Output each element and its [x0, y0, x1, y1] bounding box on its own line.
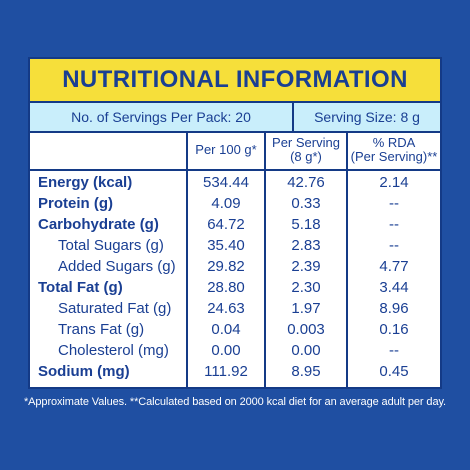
value-rda: 8.96 [379, 300, 409, 317]
nutrient-label: Total Sugars (g) [58, 237, 164, 254]
nutrient-label: Sodium (mg) [38, 363, 130, 380]
nutrition-table: Per 100 g* Per Serving (8 g*) % RDA (Per… [30, 133, 440, 387]
value-per-100g: 35.40 [207, 237, 245, 254]
nutrient-label: Added Sugars (g) [58, 258, 176, 275]
nutrient-label: Saturated Fat (g) [58, 300, 172, 317]
value-per-serving: 2.30 [291, 279, 321, 296]
value-per-serving: 0.33 [291, 195, 321, 212]
serving-size: Serving Size: 8 g [314, 109, 420, 125]
value-rda: -- [389, 342, 399, 359]
nutrient-label: Protein (g) [38, 195, 113, 212]
header-rda-note: (Per Serving)** [350, 149, 438, 164]
value-per-serving: 0.00 [291, 342, 321, 359]
column-divider [346, 133, 348, 387]
value-per-100g: 29.82 [207, 258, 245, 275]
nutrient-label: Total Fat (g) [38, 279, 123, 296]
servings-per-pack: No. of Servings Per Pack: 20 [30, 103, 294, 131]
nutrient-label: Carbohydrate (g) [38, 216, 159, 233]
value-per-100g: 111.92 [204, 363, 248, 380]
servings-row: No. of Servings Per Pack: 20 Serving Siz… [30, 103, 440, 133]
value-per-serving: 5.18 [291, 216, 321, 233]
header-per-100g: Per 100 g* [195, 142, 257, 157]
footnote: *Approximate Values. **Calculated based … [24, 396, 446, 408]
value-per-serving: 42.76 [287, 174, 325, 191]
header-rda: % RDA [372, 135, 416, 150]
nutrition-panel: NUTRITIONAL INFORMATION No. of Servings … [28, 57, 442, 389]
value-rda: 2.14 [379, 174, 409, 191]
value-rda: -- [389, 195, 399, 212]
value-per-100g: 0.04 [211, 321, 241, 338]
value-rda: 3.44 [379, 279, 409, 296]
nutrient-label: Energy (kcal) [38, 174, 133, 191]
value-rda: -- [389, 237, 399, 254]
panel-title: NUTRITIONAL INFORMATION [30, 59, 440, 103]
value-per-100g: 28.80 [207, 279, 245, 296]
value-per-100g: 64.72 [207, 216, 245, 233]
value-per-serving: 2.39 [291, 258, 321, 275]
value-per-serving: 1.97 [291, 300, 321, 317]
nutrient-label: Trans Fat (g) [58, 321, 145, 338]
value-per-serving: 0.003 [287, 321, 325, 338]
nutrient-label: Cholesterol (mg) [58, 342, 169, 359]
value-per-serving: 8.95 [291, 363, 321, 380]
value-per-serving: 2.83 [291, 237, 321, 254]
value-rda: 4.77 [379, 258, 409, 275]
header-divider [30, 169, 440, 171]
header-per-serving-size: (8 g*) [290, 149, 322, 164]
value-per-100g: 534.44 [203, 174, 249, 191]
column-divider [264, 133, 266, 387]
value-per-100g: 24.63 [207, 300, 245, 317]
header-per-serving: Per Serving [272, 135, 340, 150]
value-rda: 0.45 [379, 363, 409, 380]
value-per-100g: 0.00 [211, 342, 241, 359]
value-rda: -- [389, 216, 399, 233]
value-rda: 0.16 [379, 321, 409, 338]
column-divider [186, 133, 188, 387]
value-per-100g: 4.09 [211, 195, 241, 212]
